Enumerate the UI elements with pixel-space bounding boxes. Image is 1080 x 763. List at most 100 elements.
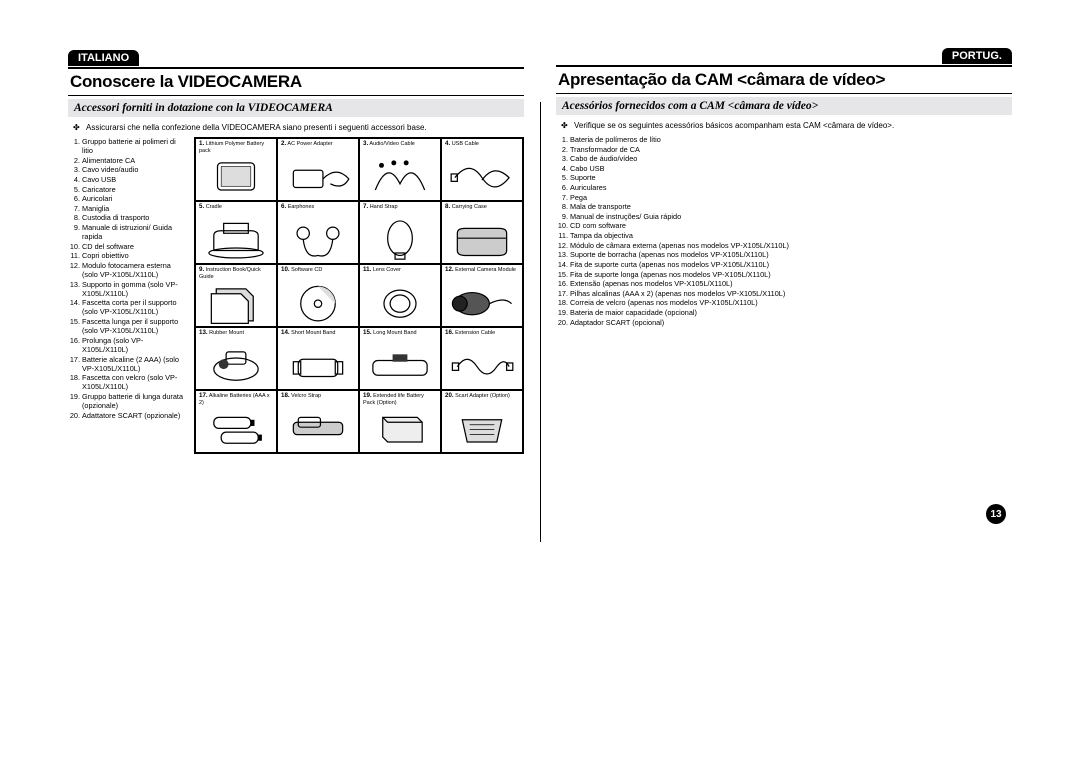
accessory-icon [199, 279, 273, 327]
cell-label: 16. Extension Cable [445, 330, 519, 341]
list-item: Extensão (apenas nos modelos VP-X105L/X1… [570, 279, 1012, 288]
list-item: Maniglia [82, 204, 188, 213]
grid-cell: 8. Carrying Case [441, 201, 523, 264]
page-title-right: Apresentação da CAM <câmara de vídeo> [558, 70, 1010, 90]
list-item: Transformador de CA [570, 145, 1012, 154]
cell-label: 11. Lens Cover [363, 267, 437, 278]
cell-label: 7. Hand Strap [363, 204, 437, 215]
accessory-list-right: Bateria de polímeros de lítioTransformad… [556, 135, 1012, 327]
page-title-left: Conoscere la VIDEOCAMERA [70, 72, 522, 92]
grid-cell: 12. External Camera Module [441, 264, 523, 327]
accessory-icon [281, 153, 355, 201]
grid-cell: 16. Extension Cable [441, 327, 523, 390]
subtitle-bar-right: Acessórios fornecidos com a CAM <câmara … [556, 97, 1012, 115]
list-item: Manuale di istruzioni/ Guida rapida [82, 223, 188, 241]
cell-label: 18. Velcro Strap [281, 393, 355, 404]
list-item: Batterie alcaline (2 AAA) (solo VP-X105L… [82, 355, 188, 373]
cell-label: 20. Scart Adapter (Option) [445, 393, 519, 404]
cell-label: 9. Instruction Book/Quick Guide [199, 267, 273, 278]
list-item: Adaptador SCART (opcional) [570, 318, 1012, 327]
accessory-icon [363, 279, 437, 327]
cell-label: 15. Long Mount Band [363, 330, 437, 341]
cell-label: 13. Rubber Mount [199, 330, 273, 341]
accessory-grid: 1. Lithium Polymer Battery pack 2. AC Pow… [194, 137, 524, 454]
list-item: Suporte [570, 173, 1012, 182]
accessory-icon [445, 405, 519, 453]
list-item: Adattatore SCART (opzionale) [82, 411, 188, 420]
subtitle-bar-left: Accessori forniti in dotazione con la VI… [68, 99, 524, 117]
accessory-icon [281, 279, 355, 327]
list-item: Gruppo batterie ai polimeri di litio [82, 137, 188, 155]
title-bar-right: Apresentação da CAM <câmara de vídeo> [556, 65, 1012, 94]
list-item: Alimentatore CA [82, 156, 188, 165]
grid-cell: 20. Scart Adapter (Option) [441, 390, 523, 453]
list-item: Módulo de câmara externa (apenas nos mod… [570, 241, 1012, 250]
list-item: Pilhas alcalinas (AAA x 2) (apenas nos m… [570, 289, 1012, 298]
list-item: Fascetta corta per il supporto (solo VP-… [82, 298, 188, 316]
list-item: Copri obiettivo [82, 251, 188, 260]
grid-cell: 9. Instruction Book/Quick Guide [195, 264, 277, 327]
list-item: Cavo video/audio [82, 165, 188, 174]
accessory-list-left: Gruppo batterie ai polimeri di litioAlim… [68, 137, 188, 454]
grid-cell: 5. Cradle [195, 201, 277, 264]
list-item: Pega [570, 193, 1012, 202]
list-item: Auriculares [570, 183, 1012, 192]
accessory-icon [199, 216, 273, 264]
accessory-icon [199, 153, 273, 201]
accessory-icon [445, 279, 519, 327]
subtitle-right: Acessórios fornecidos com a CAM <câmara … [562, 100, 1006, 112]
cell-label: 10. Software CD [281, 267, 355, 278]
list-item: Supporto in gomma (solo VP-X105L/X110L) [82, 280, 188, 298]
list-item: CD del software [82, 242, 188, 251]
list-item: Mala de transporte [570, 202, 1012, 211]
cell-label: 3. Audio/Video Cable [363, 141, 437, 152]
accessory-icon [363, 153, 437, 201]
grid-cell: 1. Lithium Polymer Battery pack [195, 138, 277, 201]
list-item: Bateria de maior capacidade (opcional) [570, 308, 1012, 317]
accessory-icon [199, 405, 273, 453]
cell-label: 14. Short Mount Band [281, 330, 355, 341]
list-item: Fascetta lunga per il supporto (solo VP-… [82, 317, 188, 335]
accessory-icon [281, 216, 355, 264]
grid-cell: 11. Lens Cover [359, 264, 441, 327]
list-item: Fita de suporte longa (apenas nos modelo… [570, 270, 1012, 279]
list-item: Prolunga (solo VP-X105L/X110L) [82, 336, 188, 354]
grid-cell: 14. Short Mount Band [277, 327, 359, 390]
accessory-icon [445, 342, 519, 390]
grid-cell: 6. Earphones [277, 201, 359, 264]
list-item: Modulo fotocamera esterna (solo VP-X105L… [82, 261, 188, 279]
cell-label: 2. AC Power Adapter [281, 141, 355, 152]
list-item: Custodia di trasporto [82, 213, 188, 222]
cell-label: 4. USB Cable [445, 141, 519, 152]
page-number-badge: 13 [986, 504, 1006, 524]
accessory-icon [363, 342, 437, 390]
list-item: Fascetta con velcro (solo VP-X105L/X110L… [82, 373, 188, 391]
list-item: Auricolari [82, 194, 188, 203]
intro-left: Assicurarsi che nella confezione della V… [86, 123, 524, 133]
list-item: CD com software [570, 221, 1012, 230]
grid-cell: 17. Alkaline Batteries (AAA x 2) [195, 390, 277, 453]
body-row-left: Gruppo batterie ai polimeri di litioAlim… [68, 137, 524, 454]
accessory-icon [199, 342, 273, 390]
right-column: PORTUG. Apresentação da CAM <câmara de v… [540, 48, 1012, 518]
list-item: Caricatore [82, 185, 188, 194]
accessory-icon [281, 405, 355, 453]
accessory-icon [445, 216, 519, 264]
grid-cell: 13. Rubber Mount [195, 327, 277, 390]
grid-cell: 18. Velcro Strap [277, 390, 359, 453]
list-item: Cabo USB [570, 164, 1012, 173]
intro-right: Verifique se os seguintes acessórios bás… [574, 121, 1012, 131]
list-item: Bateria de polímeros de lítio [570, 135, 1012, 144]
grid-cell: 3. Audio/Video Cable [359, 138, 441, 201]
cell-label: 6. Earphones [281, 204, 355, 215]
accessory-icon [363, 405, 437, 453]
left-column: ITALIANO Conoscere la VIDEOCAMERA Access… [68, 48, 540, 518]
manual-page: ITALIANO Conoscere la VIDEOCAMERA Access… [68, 48, 1012, 518]
grid-cell: 2. AC Power Adapter [277, 138, 359, 201]
lang-badge-it: ITALIANO [68, 50, 139, 66]
grid-cell: 10. Software CD [277, 264, 359, 327]
title-bar-left: Conoscere la VIDEOCAMERA [68, 67, 524, 96]
body-row-right: Bateria de polímeros de lítioTransformad… [556, 135, 1012, 327]
accessory-icon [363, 216, 437, 264]
cell-label: 17. Alkaline Batteries (AAA x 2) [199, 393, 273, 404]
